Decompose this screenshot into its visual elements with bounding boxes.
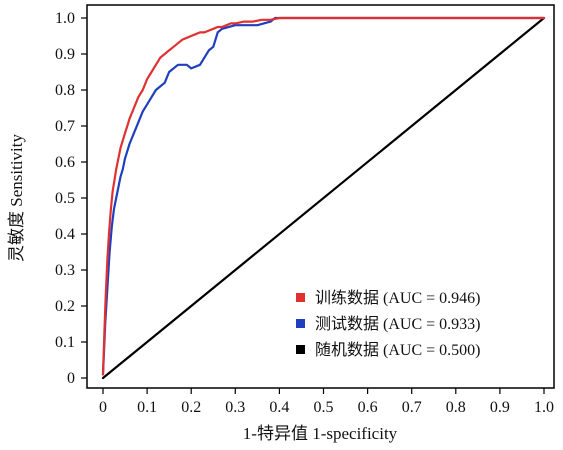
x-tick-label: 0.2 [181,399,201,416]
series-line [101,16,546,380]
y-tick-label: 0.2 [55,298,75,315]
legend-swatch [296,319,305,328]
x-tick-label: 0.7 [402,399,422,416]
y-tick-label: 0.3 [55,262,75,279]
x-tick-label: 0.4 [269,399,289,416]
y-tick-label: 0 [67,370,75,387]
legend: 训练数据 (AUC = 0.946) 测试数据 (AUC = 0.933) 随机数据… [296,289,480,359]
plot-frame [86,4,555,389]
y-tick-label: 0.9 [55,46,75,63]
series-line [101,16,546,376]
y-tick-label: 0.5 [55,190,75,207]
series-lines [101,16,546,380]
y-axis-title: 灵敏度 Sensitivity [7,134,26,262]
legend-swatch [296,345,305,354]
y-tick-label: 0.4 [55,226,75,243]
legend-label: 训练数据 (AUC = 0.946) [315,289,480,307]
x-tick-label: 0 [99,399,107,416]
x-tick-label: 1.0 [534,399,554,416]
y-tick-label: 0.7 [55,118,75,135]
x-axis-title: 1-特异值 1-specificity [243,424,398,443]
y-tick-label: 0.6 [55,154,75,171]
x-axis: 0 0.1 0.2 0.3 0.4 0.5 0.6 0.7 0.8 0.9 1.0 [99,388,554,416]
legend-label: 随机数据 (AUC = 0.500) [315,341,480,359]
x-tick-label: 0.9 [490,399,510,416]
legend-label: 测试数据 (AUC = 0.933) [315,315,480,333]
x-tick-label: 0.8 [446,399,466,416]
y-tick-label: 0.8 [55,82,75,99]
x-tick-label: 0.6 [358,399,378,416]
x-tick-label: 0.5 [314,399,334,416]
y-tick-label: 0.1 [55,334,75,351]
legend-swatch [296,293,305,302]
x-tick-label: 0.3 [225,399,245,416]
x-tick-label: 0.1 [137,399,157,416]
y-axis: 0 0.1 0.2 0.3 0.4 0.5 0.6 0.7 0.8 0.9 1.0 [55,10,87,387]
y-tick-label: 1.0 [55,10,75,27]
